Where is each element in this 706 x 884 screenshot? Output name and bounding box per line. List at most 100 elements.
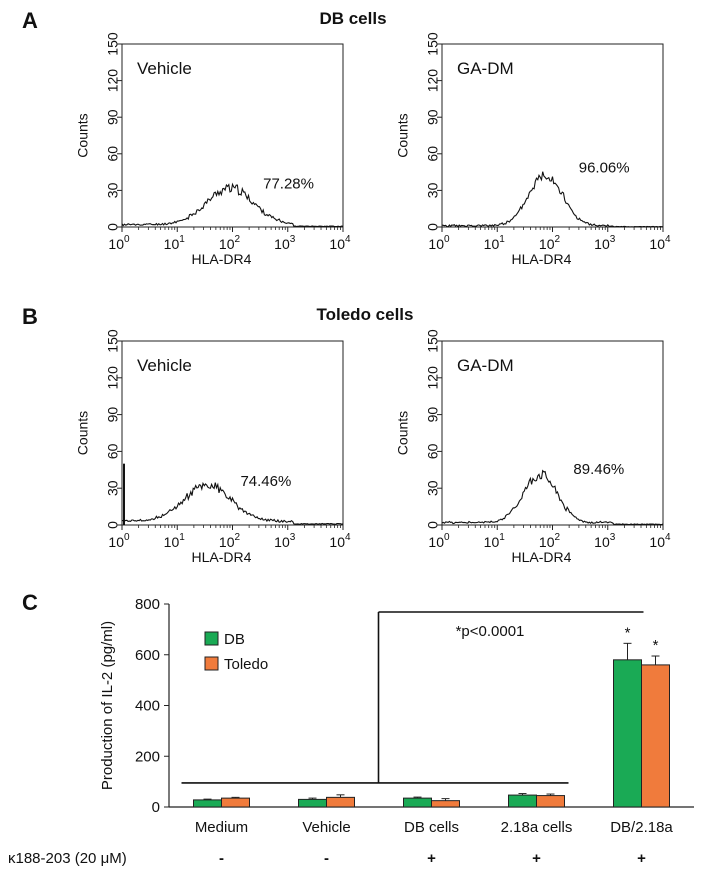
category-label: DB cells [404, 819, 459, 836]
y-tick-label: 30 [425, 480, 441, 496]
histogram-panel-3: 0 30 60 90 120 150 Counts 100 101 102 103 104 HLA-DR… [75, 329, 351, 565]
y-tick-label: 150 [425, 32, 441, 56]
treatment-mark: + [532, 850, 541, 867]
histogram-trace [441, 171, 664, 228]
y-tick-label: 120 [425, 366, 441, 390]
y-tick-label: 0 [105, 223, 121, 231]
y-tick-label: 90 [425, 109, 441, 125]
y-tick-label: 800 [135, 596, 160, 613]
y-tick-label: 0 [425, 223, 441, 231]
y-tick-label: 60 [105, 146, 121, 162]
bar-db [613, 659, 642, 808]
category-label: Vehicle [302, 819, 350, 836]
x-tick-label: 101 [484, 532, 506, 550]
y-axis-label: Counts [75, 113, 91, 157]
y-tick-label: 60 [425, 443, 441, 459]
y-axis-label: Counts [395, 411, 411, 455]
x-tick-label: 103 [274, 234, 296, 252]
y-axis-label: Counts [75, 411, 91, 455]
y-axis-label: Production of IL-2 (pg/ml) [99, 621, 116, 790]
x-tick-label: 101 [164, 532, 186, 550]
y-tick-label: 0 [152, 799, 160, 816]
x-tick-label: 102 [219, 532, 241, 550]
bar-chart: 0 200 400 600 800 Production of IL-2 (pg/ml) M… [8, 596, 694, 867]
x-tick-label: 104 [329, 234, 351, 252]
treatment-mark: + [637, 850, 646, 867]
bar-db [298, 798, 327, 808]
x-tick-label: 104 [649, 532, 671, 550]
legend-swatch [204, 631, 219, 646]
x-tick-label: 102 [539, 532, 561, 550]
x-tick-label: 101 [484, 234, 506, 252]
panel-letter-a: A [22, 8, 38, 33]
x-axis-label: HLA-DR4 [191, 549, 251, 565]
y-axis-label: Counts [395, 113, 411, 157]
bar-db [508, 794, 537, 808]
histogram-panels: 0 30 60 90 120 150 Counts 100 101 102 103 104 HLA-DR… [75, 32, 671, 565]
bar-toledo [536, 795, 565, 808]
y-tick-label: 600 [135, 647, 160, 664]
category-label: DB/2.18a [610, 819, 673, 836]
treatment-mark: - [219, 850, 224, 867]
panel-letter-c: C [22, 590, 38, 615]
y-tick-label: 60 [425, 146, 441, 162]
inset-label: Vehicle [137, 59, 192, 78]
inset-label: GA-DM [457, 356, 514, 375]
percent-label: 74.46% [240, 473, 291, 490]
y-tick-label: 120 [105, 366, 121, 390]
y-tick-label: 0 [425, 521, 441, 529]
percent-label: 89.46% [573, 461, 624, 478]
x-tick-label: 103 [594, 532, 616, 550]
y-tick-label: 90 [425, 407, 441, 423]
y-tick-label: 0 [105, 521, 121, 529]
inset-label: Vehicle [137, 356, 192, 375]
x-tick-label: 103 [594, 234, 616, 252]
y-tick-label: 150 [425, 329, 441, 353]
treatment-mark: - [324, 850, 329, 867]
x-axis-label: HLA-DR4 [191, 251, 251, 267]
bar-db [403, 797, 432, 808]
x-tick-label: 104 [649, 234, 671, 252]
y-tick-label: 150 [105, 329, 121, 353]
x-tick-label: 102 [219, 234, 241, 252]
panel-title-b: Toledo cells [317, 305, 414, 324]
y-tick-label: 90 [105, 109, 121, 125]
percent-label: 77.28% [263, 175, 314, 192]
histogram-trace [121, 182, 344, 228]
category-label: Medium [195, 819, 248, 836]
histogram-trace [121, 481, 344, 525]
x-axis-label: HLA-DR4 [511, 251, 571, 267]
bar-toledo [221, 797, 250, 808]
histogram-panel-1: 0 30 60 90 120 150 Counts 100 101 102 103 104 HLA-DR… [75, 32, 351, 267]
x-tick-label: 100 [108, 234, 130, 252]
y-tick-label: 120 [425, 69, 441, 93]
y-tick-label: 90 [105, 407, 121, 423]
legend-label: DB [224, 631, 245, 648]
x-tick-label: 101 [164, 234, 186, 252]
bar-toledo [431, 800, 460, 808]
y-tick-label: 400 [135, 698, 160, 715]
histogram-panel-2: 0 30 60 90 120 150 Counts 100 101 102 103 104 HLA-DR… [395, 32, 671, 267]
category-label: 2.18a cells [501, 819, 573, 836]
bar-toledo [641, 664, 670, 808]
bar-db [193, 799, 222, 808]
x-tick-label: 102 [539, 234, 561, 252]
x-axis-label: HLA-DR4 [511, 549, 571, 565]
percent-label: 96.06% [579, 160, 630, 177]
legend-swatch [204, 656, 219, 671]
y-tick-label: 30 [105, 182, 121, 198]
y-tick-label: 30 [425, 182, 441, 198]
x-tick-label: 100 [428, 532, 450, 550]
y-tick-label: 30 [105, 480, 121, 496]
x-tick-label: 100 [108, 532, 130, 550]
x-tick-label: 104 [329, 532, 351, 550]
significance-mark: * [653, 637, 659, 654]
bar-toledo [326, 796, 355, 808]
y-tick-label: 120 [105, 69, 121, 93]
inset-label: GA-DM [457, 59, 514, 78]
y-tick-label: 60 [105, 443, 121, 459]
y-tick-label: 200 [135, 748, 160, 765]
y-tick-label: 150 [105, 32, 121, 56]
significance-mark: * [625, 624, 631, 641]
